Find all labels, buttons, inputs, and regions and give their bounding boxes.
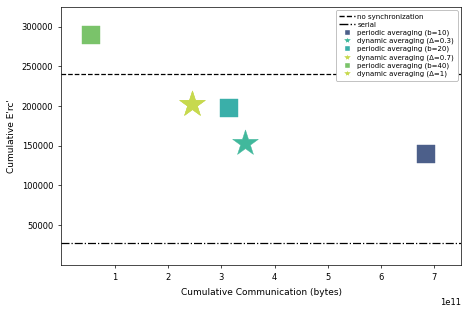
Point [241,141,249,146]
Point [87,32,95,37]
Point [226,105,233,110]
X-axis label: Cumulative Communication (bytes): Cumulative Communication (bytes) [181,288,342,297]
Legend: no synchronization, serial, periodic averaging (b=10), dynamic averaging (Δ=0.3): no synchronization, serial, periodic ave… [336,10,458,80]
Point [188,101,196,106]
Y-axis label: Cumulative E'rc': Cumulative E'rc' [7,99,16,173]
Text: 1e11: 1e11 [440,298,461,307]
Point [423,151,430,156]
Point [188,101,196,106]
